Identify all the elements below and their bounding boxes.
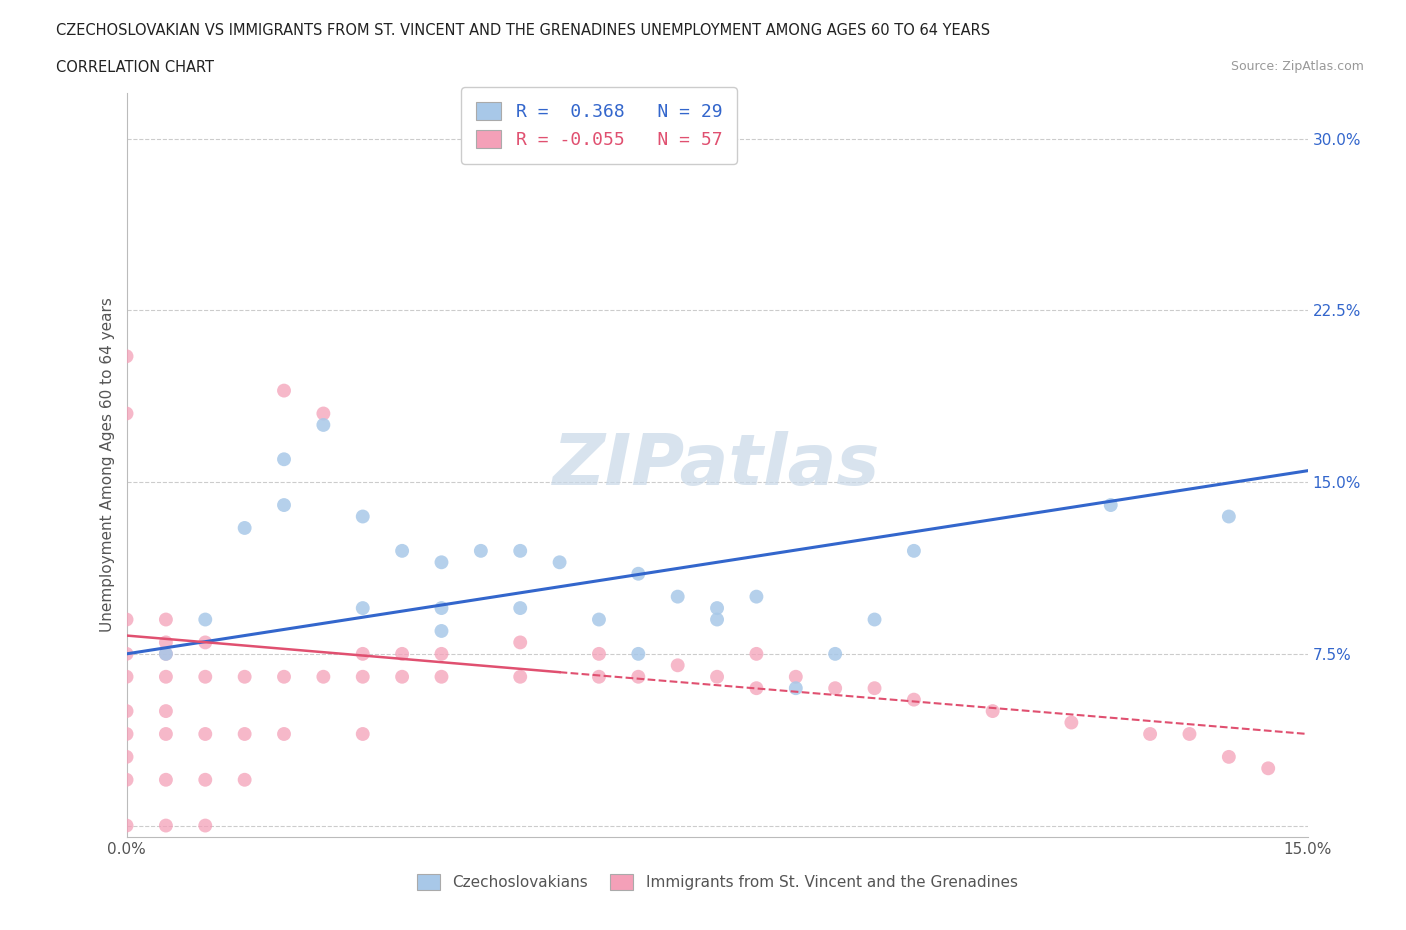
Point (115, 406, 138, 421)
Point (627, 566, 650, 581)
Point (155, 670, 177, 684)
Text: ZIPatlas: ZIPatlas (554, 431, 880, 499)
Point (155, 704, 177, 719)
Point (430, 555, 453, 570)
Point (312, 670, 335, 684)
Point (509, 543, 531, 558)
Point (745, 681, 768, 696)
Point (115, 349, 138, 364)
Point (824, 646, 846, 661)
Point (391, 646, 413, 661)
Point (115, 772, 138, 787)
Point (155, 612, 177, 627)
Point (194, 726, 217, 741)
Point (1257, 761, 1279, 776)
Point (1060, 715, 1083, 730)
Point (1178, 726, 1201, 741)
Point (194, 670, 217, 684)
Point (509, 635, 531, 650)
Point (1099, 498, 1122, 512)
Point (745, 590, 768, 604)
Point (115, 726, 138, 741)
Point (352, 646, 374, 661)
Point (509, 670, 531, 684)
Point (194, 818, 217, 833)
Point (155, 818, 177, 833)
Point (430, 670, 453, 684)
Point (981, 704, 1004, 719)
Point (863, 612, 886, 627)
Point (666, 658, 689, 672)
Point (391, 543, 413, 558)
Text: Source: ZipAtlas.com: Source: ZipAtlas.com (1230, 60, 1364, 73)
Point (548, 555, 571, 570)
Text: CZECHOSLOVAKIAN VS IMMIGRANTS FROM ST. VINCENT AND THE GRENADINES UNEMPLOYMENT A: CZECHOSLOVAKIAN VS IMMIGRANTS FROM ST. V… (56, 23, 990, 38)
Point (155, 726, 177, 741)
Point (352, 670, 374, 684)
Point (391, 670, 413, 684)
Point (155, 646, 177, 661)
Point (115, 750, 138, 764)
Point (233, 670, 256, 684)
Point (273, 452, 295, 467)
Point (233, 772, 256, 787)
Point (312, 418, 335, 432)
Point (155, 635, 177, 650)
Point (785, 670, 807, 684)
Point (115, 818, 138, 833)
Point (312, 406, 335, 421)
Point (588, 646, 610, 661)
Point (1139, 726, 1161, 741)
Point (273, 498, 295, 512)
Point (233, 726, 256, 741)
Point (273, 383, 295, 398)
Point (194, 772, 217, 787)
Point (745, 646, 768, 661)
Y-axis label: Unemployment Among Ages 60 to 64 years: Unemployment Among Ages 60 to 64 years (100, 298, 115, 632)
Point (470, 543, 492, 558)
Point (627, 646, 650, 661)
Point (785, 681, 807, 696)
Point (903, 692, 925, 707)
Point (352, 726, 374, 741)
Point (115, 670, 138, 684)
Point (352, 601, 374, 616)
Point (115, 704, 138, 719)
Point (273, 726, 295, 741)
Point (903, 543, 925, 558)
Point (666, 590, 689, 604)
Point (706, 612, 728, 627)
Point (155, 646, 177, 661)
Point (863, 681, 886, 696)
Point (706, 670, 728, 684)
Point (155, 772, 177, 787)
Point (588, 670, 610, 684)
Point (233, 521, 256, 536)
Point (194, 612, 217, 627)
Point (352, 509, 374, 524)
Point (509, 601, 531, 616)
Point (588, 612, 610, 627)
Point (430, 601, 453, 616)
Text: CORRELATION CHART: CORRELATION CHART (56, 60, 214, 75)
Point (115, 646, 138, 661)
Point (430, 623, 453, 638)
Point (1218, 750, 1240, 764)
Point (194, 635, 217, 650)
Point (430, 646, 453, 661)
Point (115, 612, 138, 627)
Point (824, 681, 846, 696)
Point (273, 670, 295, 684)
Point (1218, 509, 1240, 524)
Point (627, 670, 650, 684)
Point (706, 601, 728, 616)
Legend: Czechoslovakians, Immigrants from St. Vincent and the Grenadines: Czechoslovakians, Immigrants from St. Vi… (411, 868, 1024, 897)
